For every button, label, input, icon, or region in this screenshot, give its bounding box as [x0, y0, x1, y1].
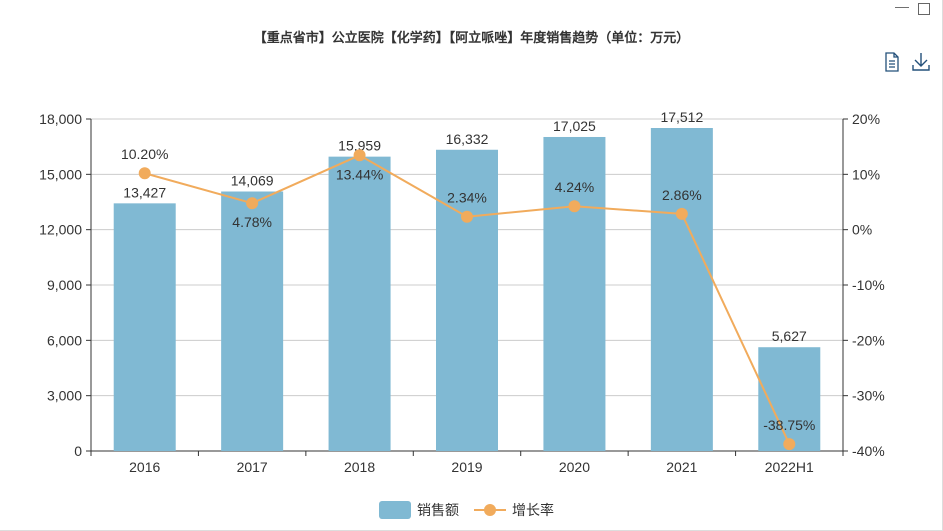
x-tick-label: 2016 — [129, 459, 160, 475]
legend-line-label[interactable]: 增长率 — [512, 502, 554, 518]
line-data-label: 13.44% — [336, 166, 383, 182]
right-tick-label: -20% — [852, 332, 885, 348]
left-tick-label: 9,000 — [47, 277, 82, 293]
bar-data-label: 16,332 — [446, 131, 489, 147]
right-tick-label: -30% — [852, 388, 885, 404]
x-tick-label: 2018 — [344, 459, 375, 475]
legend-bar-swatch[interactable] — [379, 501, 411, 519]
line-data-label: -38.75% — [763, 417, 815, 433]
left-tick-label: 12,000 — [39, 222, 82, 238]
line-data-label: 10.20% — [121, 146, 168, 162]
x-tick-label: 2019 — [451, 459, 482, 475]
bar-data-label: 5,627 — [772, 328, 807, 344]
left-tick-label: 15,000 — [39, 166, 82, 182]
left-tick-label: 0 — [74, 443, 82, 459]
bar — [543, 136, 606, 451]
line-data-label: 4.24% — [555, 179, 595, 195]
growth-point — [246, 197, 259, 210]
line-data-label: 4.78% — [232, 214, 272, 230]
bar — [436, 149, 498, 452]
growth-point — [783, 438, 796, 451]
x-tick-label: 2021 — [666, 459, 697, 475]
left-tick-label: 6,000 — [47, 332, 82, 348]
line-data-label: 2.86% — [662, 187, 702, 203]
bar-data-label: 13,427 — [123, 184, 166, 200]
right-tick-label: 10% — [852, 166, 880, 182]
x-tick-label: 2020 — [559, 459, 590, 475]
bar-data-label: 17,025 — [553, 118, 596, 134]
left-tick-label: 18,000 — [39, 111, 82, 127]
left-tick-label: 3,000 — [47, 388, 82, 404]
right-tick-label: -40% — [852, 443, 885, 459]
growth-point — [138, 167, 151, 180]
chart-title: 【重点省市】公立医院【化学药】【阿立哌唑】年度销售趋势（单位：万元） — [253, 30, 690, 45]
document-icon[interactable] — [884, 52, 900, 72]
bar — [113, 203, 176, 451]
bar-data-label: 14,069 — [231, 173, 274, 189]
right-tick-label: -10% — [852, 277, 885, 293]
bar — [221, 191, 284, 451]
growth-point — [675, 207, 688, 220]
bar-data-label: 17,512 — [660, 109, 703, 125]
bar — [328, 156, 391, 451]
line-data-label: 2.34% — [447, 190, 487, 206]
download-icon[interactable] — [911, 52, 931, 72]
x-tick-label: 2017 — [237, 459, 268, 475]
minimize-icon[interactable]: — — [895, 0, 909, 14]
right-tick-label: 20% — [852, 111, 880, 127]
legend-bar-label[interactable]: 销售额 — [417, 502, 459, 518]
right-tick-label: 0% — [852, 222, 872, 238]
x-tick-label: 2022H1 — [765, 459, 814, 475]
growth-point — [568, 200, 581, 213]
bar-data-label: 15,959 — [338, 138, 381, 154]
growth-point — [461, 210, 473, 223]
bar — [650, 128, 713, 451]
maximize-icon[interactable] — [918, 3, 930, 15]
legend-line-marker[interactable] — [484, 504, 496, 516]
growth-point — [353, 149, 366, 162]
